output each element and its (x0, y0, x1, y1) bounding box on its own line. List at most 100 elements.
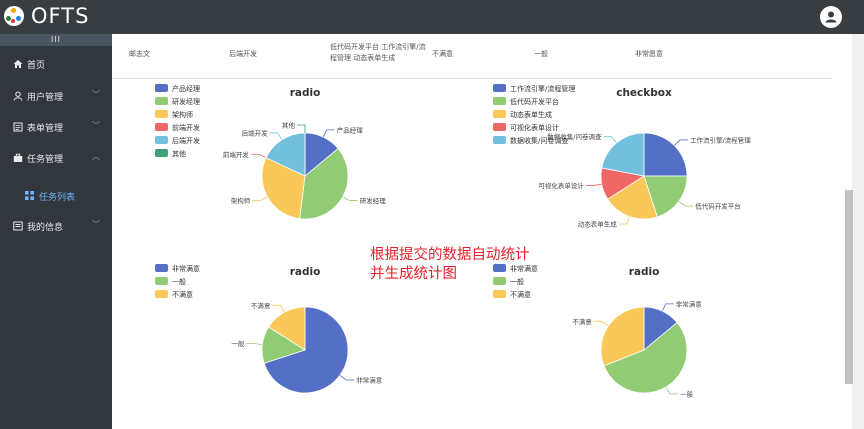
pie-leader-line (339, 374, 355, 381)
chevron-up-icon: ︿ (92, 152, 100, 161)
home-icon (13, 60, 23, 68)
sidebar-item-task-management[interactable]: 任务管理 ︿ (0, 147, 112, 169)
legend-label: 动态表单生成 (510, 110, 552, 119)
sidebar-item-label: 我的信息 (27, 223, 64, 233)
sidebar-item-user-management[interactable]: 用户管理 ﹀ (0, 85, 112, 107)
legend-label: 架构师 (172, 110, 193, 119)
pie-label: 不满意 (251, 301, 271, 310)
pie-label: 一般 (231, 339, 245, 348)
legend-swatch (493, 123, 506, 131)
legend-label: 产品经理 (172, 84, 200, 93)
chevron-down-icon: ﹀ (92, 220, 100, 229)
pie-label: 工作流引擎/流程管理 (690, 135, 751, 144)
legend-swatch (493, 136, 506, 144)
pie-slice (643, 175, 688, 218)
pie-label: 架构师 (231, 196, 251, 205)
legend-swatch (493, 97, 506, 105)
legend-label: 工作流引擎/流程管理 (510, 84, 575, 93)
scrollbar-thumb[interactable] (845, 190, 853, 384)
legend-swatch (493, 84, 506, 92)
legend-swatch (493, 290, 506, 298)
sidebar-item-task-list[interactable]: 任务列表 (0, 185, 112, 207)
pie-label: 不满意 (572, 317, 592, 326)
legend-swatch (155, 290, 168, 298)
legend-swatch (493, 264, 506, 272)
pie-leader-line (342, 196, 358, 201)
legend-swatch (155, 97, 168, 105)
legend-swatch (493, 277, 506, 285)
pie-label: 非常满意 (676, 299, 703, 308)
legend-label: 低代码开发平台 (510, 97, 559, 106)
table-cell: 非常愿意 (635, 50, 663, 58)
charts-area: radio产品经理研发经理架构师前端开发后端开发其他产品经理研发经理架构师前端开… (155, 84, 751, 398)
legend-label: 数据收集/问卷调查 (510, 136, 568, 145)
chevron-down-icon: ﹀ (92, 90, 100, 99)
sidebar-collapse-toggle[interactable]: III (0, 34, 112, 46)
pie-leader-line (297, 124, 306, 133)
pie-label: 低代码开发平台 (695, 201, 741, 210)
user-avatar-button[interactable] (820, 6, 842, 28)
pie-leader-line (593, 320, 609, 327)
table-divider (112, 78, 832, 79)
top-header: OFTS (0, 0, 864, 34)
pie-label: 可视化表单设计 (538, 181, 584, 190)
pie-slice (600, 306, 645, 367)
chart-title: radio (290, 266, 321, 278)
sidebar-item-my-info[interactable]: 我的信息 ﹀ (0, 215, 112, 237)
legend-label: 可视化表单设计 (510, 123, 559, 132)
sidebar-item-label: 任务列表 (39, 193, 76, 203)
chart-interest-pie: checkbox工作流引擎/流程管理低代码开发平台动态表单生成可视化表单设计数据… (493, 84, 751, 228)
legend-label: 非常满意 (510, 264, 538, 273)
grid-icon (25, 191, 34, 200)
pie-leader-line (246, 343, 263, 346)
sidebar-item-label: 任务管理 (27, 155, 64, 165)
pie-slice (601, 132, 645, 177)
pie-leader-line (674, 139, 689, 146)
table-cell: 后端开发 (229, 50, 257, 58)
legend-label: 一般 (510, 277, 524, 286)
chart-title: checkbox (616, 87, 672, 99)
pie-label: 一般 (680, 389, 694, 398)
legend-label: 不满意 (510, 290, 531, 299)
sidebar-item-form-management[interactable]: 表单管理 ﹀ (0, 116, 112, 138)
legend-swatch (155, 123, 168, 131)
sidebar-item-home[interactable]: 首页 (0, 53, 112, 75)
pie-leader-line (272, 304, 285, 313)
pie-leader-line (661, 303, 674, 312)
scrollbar-track[interactable] (852, 34, 864, 429)
pie-label: 产品经理 (337, 125, 364, 134)
legend-swatch (155, 110, 168, 118)
sidebar-item-label: 首页 (27, 61, 46, 71)
user-icon (13, 91, 23, 101)
sidebar: III 首页 用户管理 ﹀ 表单管理 ﹀ 任务管理 ︿ 任务列表 我的信息 ﹀ (0, 34, 112, 429)
table-cell: 低代码开发平台 工作流引擎/流程管理 动态表单生成 (330, 43, 426, 62)
pie-slice (607, 175, 658, 220)
pie-leader-line (678, 200, 694, 207)
pie-label: 动态表单生成 (578, 219, 618, 228)
legend-label: 一般 (172, 277, 186, 286)
annotation-line-2: 并生成统计图 (370, 265, 457, 282)
legend-label: 其他 (172, 149, 186, 158)
legend-label: 不满意 (172, 290, 193, 299)
sidebar-item-label: 表单管理 (27, 124, 64, 134)
main-content: 邮志文 后端开发 低代码开发平台 工作流引擎/流程管理 动态表单生成 不满意 一… (112, 34, 852, 429)
pie-slice (299, 148, 349, 220)
pie-slice (643, 132, 688, 177)
pie-slice (261, 157, 306, 220)
pie-leader-line (269, 132, 283, 140)
table-cell: 不满意 (432, 50, 453, 58)
pie-leader-line (603, 136, 617, 144)
pie-label: 其他 (282, 121, 296, 130)
pie-label: 前端开发 (223, 150, 250, 159)
app-logo (4, 6, 24, 26)
legend-label: 研发经理 (172, 97, 200, 106)
pie-slice (263, 306, 349, 394)
legend-swatch (155, 149, 168, 157)
pie-label: 研发经理 (360, 196, 387, 205)
app-title: OFTS (31, 4, 90, 28)
table-cell: 一般 (534, 50, 548, 58)
legend-label: 前端开发 (172, 123, 200, 132)
info-icon (13, 221, 23, 231)
